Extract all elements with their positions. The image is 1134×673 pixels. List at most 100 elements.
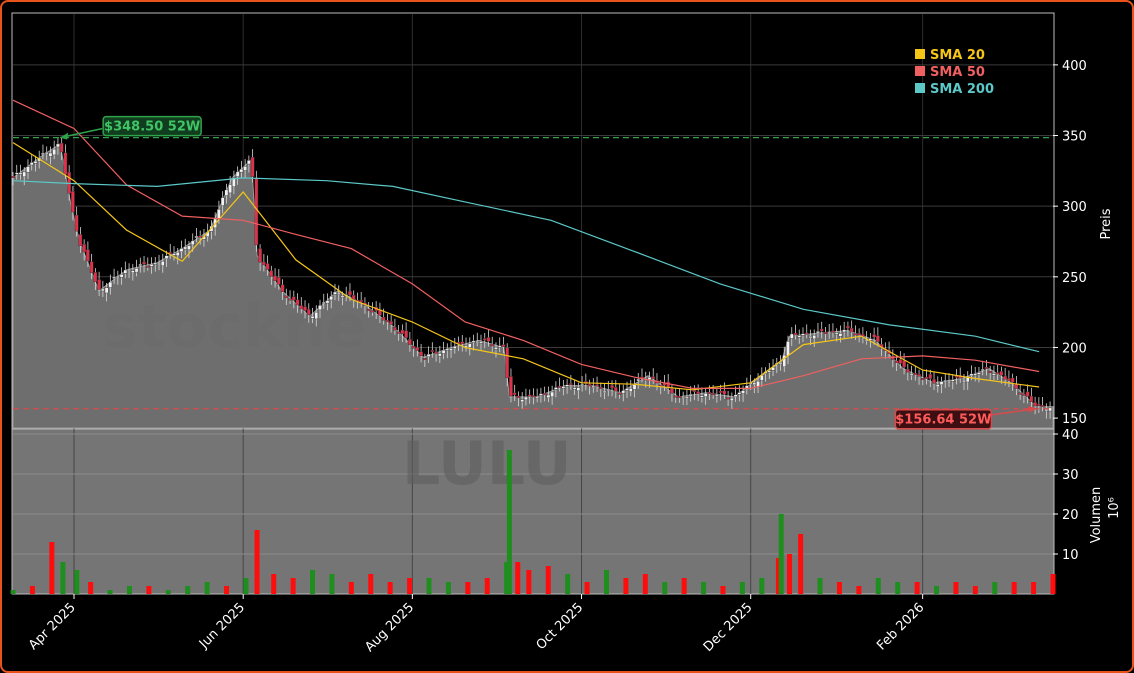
candle-body [906, 368, 910, 373]
candle-body [512, 392, 517, 396]
candle-body [318, 305, 322, 311]
candle-body [348, 291, 352, 296]
candle-body [142, 261, 146, 265]
candle-body [449, 348, 453, 351]
volume-bar [662, 582, 668, 594]
candle-body [962, 379, 966, 383]
candle-body [677, 396, 682, 398]
price-axis: 150 200 250 300 350 400 [1053, 59, 1087, 427]
volume-bar [290, 578, 296, 594]
candle-body [838, 333, 843, 337]
candle-body [726, 397, 730, 400]
volume-bar [310, 570, 316, 594]
candle-body [711, 393, 715, 396]
sma50-line [12, 99, 1040, 389]
candle-body [827, 332, 831, 334]
candle-body [44, 152, 49, 155]
candle-body [63, 152, 68, 175]
volume-tick-label: 10 [1062, 548, 1079, 563]
candle-body [703, 393, 708, 397]
candle-body [797, 335, 802, 338]
candle-body [681, 396, 685, 398]
candle-body [325, 300, 330, 304]
time-tick-label: Dec 2025 [701, 600, 756, 655]
candle-body [1037, 403, 1041, 406]
volume-bar [759, 578, 765, 594]
volume-bar [126, 586, 132, 594]
volume-bar [146, 586, 152, 594]
volume-bar [515, 562, 521, 594]
candle-body [74, 214, 79, 232]
candle-body [89, 261, 94, 273]
candle-body [924, 376, 929, 379]
legend-swatch-sma20 [915, 49, 925, 59]
candle-body [127, 268, 131, 271]
candle-body [935, 384, 940, 387]
candle-body [314, 311, 319, 320]
candle-body [366, 308, 371, 311]
sma20-line [12, 142, 1040, 391]
volume-bar [817, 578, 823, 594]
candle-body [441, 349, 446, 354]
candle-body [250, 157, 255, 177]
volume-bar [445, 582, 451, 594]
candle-body [1018, 392, 1022, 395]
candle-body [303, 306, 307, 311]
grid-lines [13, 14, 1053, 594]
candle-body [273, 275, 277, 281]
candle-body [149, 264, 154, 267]
time-axis: Apr 2025 Jun 2025 Aug 2025 Oct 2025 Dec 2025… [26, 594, 927, 655]
legend-swatch-sma50 [915, 66, 925, 76]
volume-bar [1031, 582, 1037, 594]
volume-bar [74, 570, 80, 594]
candle-body [539, 393, 543, 396]
candle-body [752, 382, 757, 385]
volume-bar [368, 574, 374, 594]
candle-body [400, 329, 405, 334]
candle-body [26, 166, 30, 173]
candle-body [610, 385, 614, 389]
candle-body [943, 380, 948, 383]
candle-body [329, 295, 334, 301]
candle-body [804, 332, 809, 335]
candle-body [876, 335, 880, 343]
candle-body [190, 240, 195, 246]
candle-body [632, 384, 637, 390]
volume-bar [271, 574, 277, 594]
candle-body [232, 177, 236, 187]
candle-body [928, 374, 933, 379]
candle-body [849, 327, 854, 333]
volume-bar [254, 530, 260, 594]
candle-body [134, 268, 139, 273]
candle-body [423, 357, 427, 360]
candle-body [1033, 402, 1037, 407]
candle-body [359, 300, 363, 303]
price-tick-label: 250 [1062, 271, 1087, 286]
volume-bar [775, 558, 781, 594]
legend-label-sma200: SMA 200 [930, 82, 994, 97]
volume-bar [953, 582, 959, 594]
candle-body [516, 395, 521, 398]
candle-body [554, 387, 558, 390]
candle-body [67, 171, 71, 194]
candle-body [1022, 393, 1026, 396]
volume-bar [798, 534, 804, 594]
candle-body [599, 386, 603, 389]
candle-body [48, 152, 53, 157]
candle-body [475, 341, 480, 343]
volume-bar [165, 590, 171, 594]
candle-body [932, 379, 936, 384]
candle-body [1040, 405, 1045, 408]
volume-tick-label: 40 [1062, 428, 1079, 443]
candle-body [617, 392, 622, 395]
candle-body [471, 340, 476, 343]
candle-body [411, 345, 416, 349]
candle-body [902, 360, 906, 368]
time-tick-label: Apr 2025 [26, 600, 79, 653]
candle-body [557, 385, 562, 388]
candle-body [224, 189, 229, 196]
volume-bar [49, 542, 55, 594]
candle-body [501, 344, 506, 347]
volume-bar [185, 586, 191, 594]
price-area-fill [12, 143, 1054, 429]
